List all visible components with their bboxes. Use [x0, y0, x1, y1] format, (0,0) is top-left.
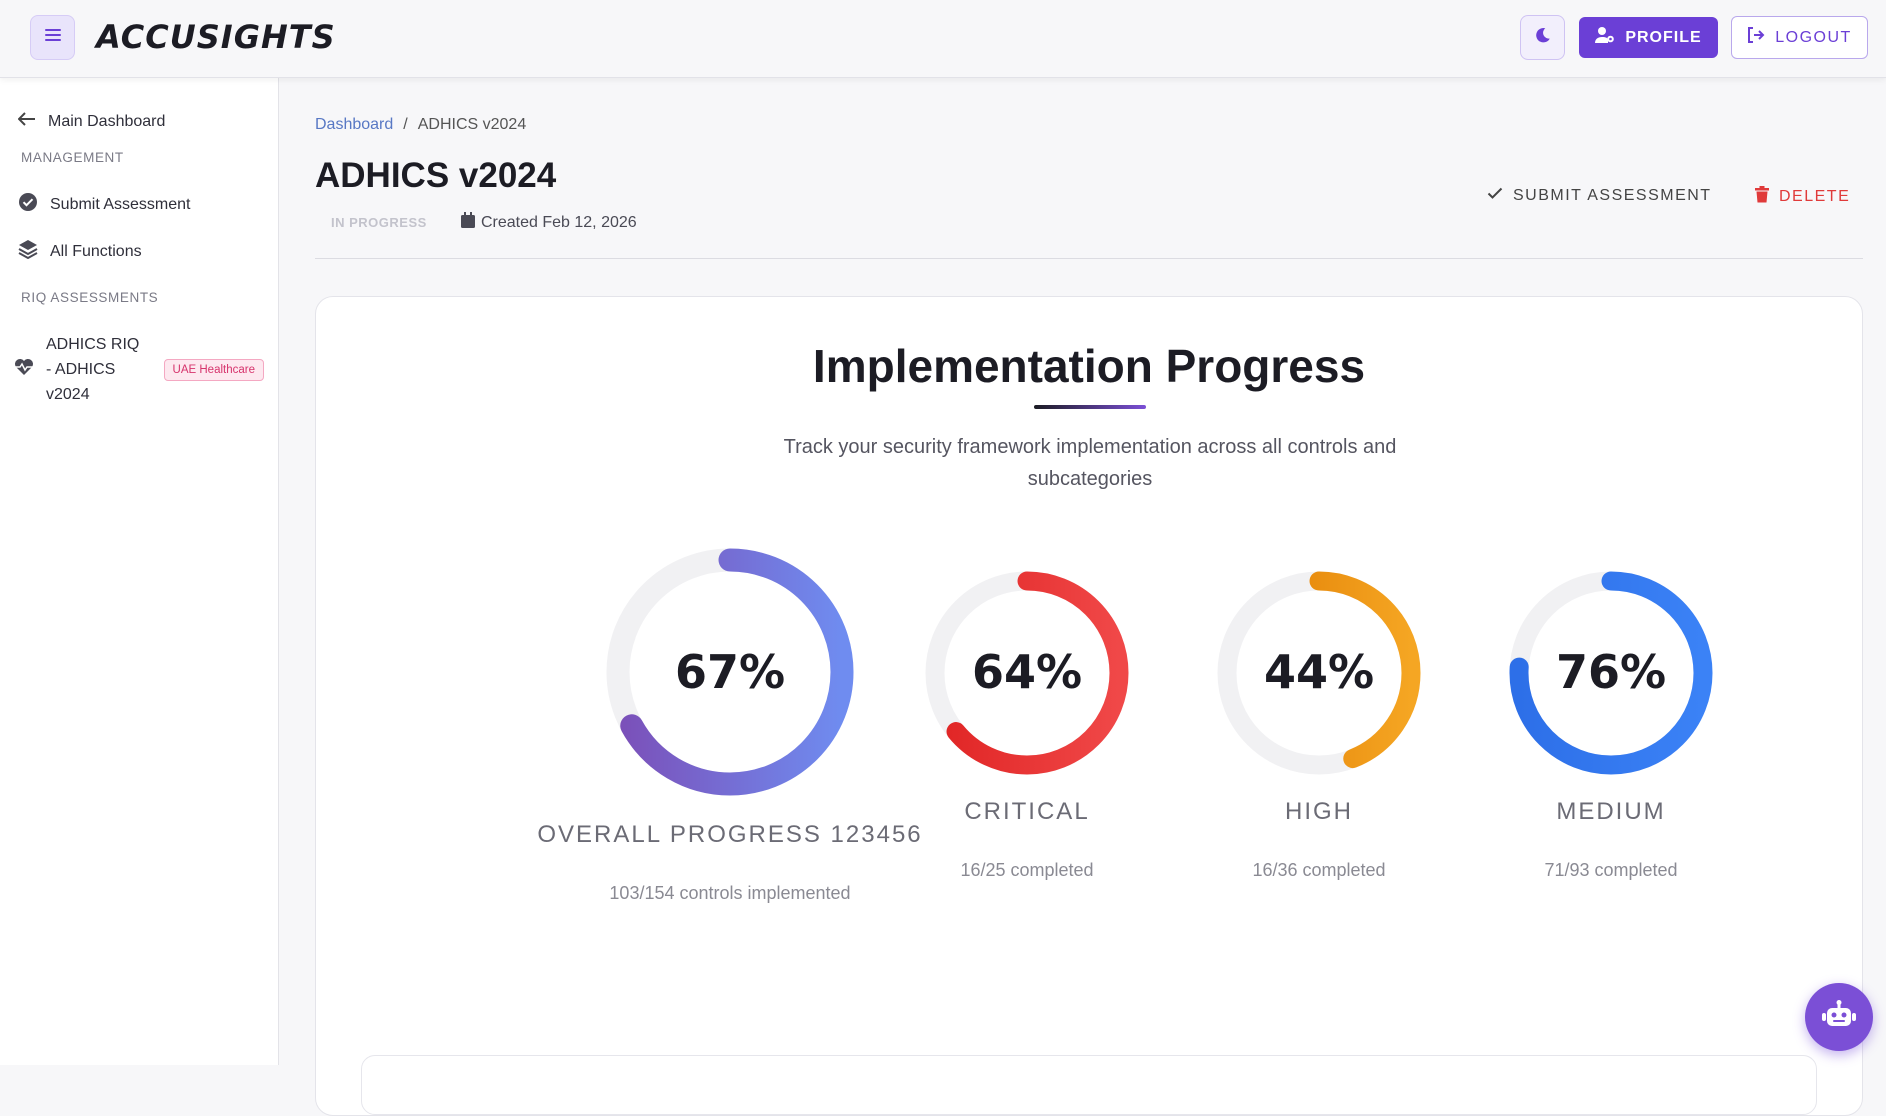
critical-ring-svg [925, 571, 1129, 775]
critical-ring-arc [925, 571, 1129, 775]
progress-title: Implementation Progress [812, 340, 1366, 392]
sidebar-item-adhics-riq[interactable]: ADHICS RIQ - ADHICS v2024 UAE Healthcare [14, 332, 264, 407]
calendar-icon [461, 212, 475, 233]
page-title: ADHICS v2024 [315, 156, 557, 195]
next-section-card [361, 1055, 1817, 1115]
status-badge: IN PROGRESS [331, 215, 427, 230]
logo: ACCUSIGHTS [96, 18, 336, 56]
medium-ring-arc [1509, 571, 1713, 775]
region-badge: UAE Healthcare [163, 358, 264, 381]
submit-assessment-label: SUBMIT ASSESSMENT [1513, 186, 1712, 204]
created-date-text: Created Feb 12, 2026 [481, 213, 637, 231]
high-ring-arc [1217, 571, 1421, 775]
arrow-left-icon [17, 112, 36, 131]
check-circle-icon [18, 192, 38, 217]
high-label: HIGH [1285, 798, 1353, 825]
sidebar-item-label: All Functions [50, 242, 142, 260]
sidebar-item-label: Submit Assessment [50, 195, 191, 213]
logout-label: LOGOUT [1775, 28, 1852, 46]
profile-button[interactable]: PROFILE [1579, 17, 1718, 58]
sidebar-item-all-functions[interactable]: All Functions [18, 239, 142, 264]
implementation-progress-card: Implementation Progress Track your secur… [315, 296, 1863, 1116]
riq-assessments-heading: RIQ ASSESSMENTS [21, 290, 159, 305]
profile-label: PROFILE [1625, 28, 1702, 46]
theme-toggle-button[interactable] [1520, 15, 1565, 60]
high-ring-svg [1217, 571, 1421, 775]
medium-ring-svg [1509, 571, 1713, 775]
header-divider [315, 258, 1863, 259]
management-heading: MANAGEMENT [21, 150, 124, 165]
check-icon [1487, 186, 1503, 205]
riq-item-label: ADHICS RIQ - ADHICS v2024 [46, 336, 140, 403]
overall-percent: 67% [674, 645, 786, 699]
medium-label: MEDIUM [1556, 798, 1666, 825]
layers-icon [18, 239, 38, 264]
hamburger-icon [44, 28, 61, 47]
logout-icon [1747, 27, 1765, 48]
medium-sub: 71/93 completed [1544, 860, 1678, 880]
menu-button[interactable] [30, 15, 75, 60]
main-content: Dashboard / ADHICS v2024 ADHICS v2024 IN… [279, 78, 1886, 1116]
breadcrumb-current: ADHICS v2024 [417, 116, 527, 133]
submit-assessment-button[interactable]: SUBMIT ASSESSMENT [1487, 186, 1712, 205]
medium-percent: 76% [1555, 645, 1667, 699]
critical-sub: 16/25 completed [960, 860, 1094, 880]
overall-sub: 103/154 controls implemented [609, 883, 851, 903]
assistant-button[interactable] [1805, 983, 1873, 1051]
logout-button[interactable]: LOGOUT [1731, 16, 1868, 59]
progress-subtitle: Track your security framework implementa… [783, 436, 1397, 490]
sidebar-item-submit-assessment[interactable]: Submit Assessment [18, 192, 191, 217]
overall-label: OVERALL PROGRESS 123456 [537, 821, 923, 848]
delete-button[interactable]: DELETE [1755, 186, 1850, 208]
overall-ring-svg [606, 548, 854, 796]
title-underline [1034, 405, 1146, 409]
top-bar: ACCUSIGHTS PROFILE LOGOUT [0, 0, 1886, 78]
breadcrumb-separator: / [403, 116, 408, 133]
breadcrumb-dashboard-link[interactable]: Dashboard [315, 116, 394, 133]
medium-progress-ring: 76% [1509, 571, 1713, 775]
sidebar-item-label: Main Dashboard [48, 112, 166, 130]
robot-icon [1822, 999, 1856, 1035]
critical-label: CRITICAL [964, 798, 1090, 825]
overall-ring-arc [606, 548, 854, 796]
high-sub: 16/36 completed [1252, 860, 1386, 880]
heart-pulse-icon [14, 358, 34, 381]
sidebar-item-main-dashboard[interactable]: Main Dashboard [17, 112, 166, 131]
overall-progress-ring: 67% [530, 547, 930, 827]
breadcrumb: Dashboard / ADHICS v2024 [315, 116, 526, 134]
trash-icon [1755, 186, 1769, 208]
moon-icon [1534, 26, 1552, 49]
critical-percent: 64% [971, 645, 1083, 699]
high-progress-ring: 44% [1217, 571, 1421, 775]
sidebar: Main Dashboard MANAGEMENT Submit Assessm… [0, 78, 279, 1065]
critical-progress-ring: 64% [925, 571, 1129, 775]
created-date: Created Feb 12, 2026 [461, 212, 637, 233]
high-percent: 44% [1263, 645, 1375, 699]
delete-label: DELETE [1779, 188, 1851, 205]
user-gear-icon [1595, 26, 1615, 49]
